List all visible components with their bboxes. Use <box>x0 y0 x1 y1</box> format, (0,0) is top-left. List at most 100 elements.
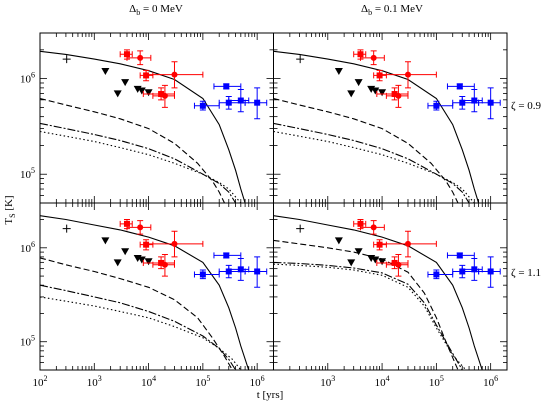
upper-limit-marker <box>378 89 387 97</box>
column-label-right-rest: = 0.1 MeV <box>372 3 423 15</box>
y-tick-label: 105 <box>20 334 35 349</box>
point-square <box>123 220 130 227</box>
cooling-curves <box>40 215 250 370</box>
point-square <box>391 259 398 266</box>
panel-frame <box>39 202 274 371</box>
point-square <box>199 102 206 109</box>
blue-data-point <box>213 252 242 259</box>
observations <box>296 219 501 288</box>
x-tick-label: 104 <box>375 374 390 389</box>
blue-data-point <box>478 87 501 120</box>
row-label-top: ζ = 0.9 <box>511 100 542 112</box>
column-label-right: Δb = 0.1 MeV <box>361 3 423 17</box>
observations <box>62 49 268 120</box>
curve-dotted <box>40 296 242 370</box>
blue-data-point <box>427 269 454 280</box>
point-circle <box>370 224 377 231</box>
curve-dashed <box>273 239 459 370</box>
point-circle <box>404 240 411 247</box>
x-tick-label: 103 <box>87 374 102 389</box>
red-data-point <box>385 253 409 277</box>
point-square <box>357 51 364 58</box>
upper-limit-marker <box>137 87 146 95</box>
upper-limit-marker <box>371 87 380 95</box>
point-square <box>487 99 494 106</box>
blue-data-point <box>244 256 268 288</box>
y-axis-label: TS [K] <box>3 195 17 224</box>
curve-dashed <box>273 97 459 203</box>
upper-limit-marker <box>113 90 122 98</box>
curve-solid <box>273 50 480 203</box>
panel-top-right <box>273 32 508 204</box>
upper-limit-marker <box>144 258 153 266</box>
curve-solid <box>40 215 250 370</box>
panel-frame <box>39 32 274 204</box>
curve-dotdash <box>40 284 237 370</box>
upper-limit-marker <box>137 256 146 264</box>
error-bars <box>427 100 454 111</box>
panel-bottom-right: 103 104 105 106 <box>273 202 508 389</box>
red-data-point <box>353 219 367 230</box>
upper-limit-marker <box>334 68 343 76</box>
red-data-point <box>385 84 409 108</box>
point-square <box>199 271 206 278</box>
blue-data-point <box>193 269 220 280</box>
point-square <box>123 51 130 58</box>
blue-data-point <box>446 83 475 90</box>
cooling-curves <box>273 215 483 370</box>
curve-dotted <box>273 130 475 203</box>
point-circle <box>137 224 144 231</box>
point-circle <box>171 71 178 78</box>
red-data-point <box>152 84 175 108</box>
blue-data-point <box>478 256 501 288</box>
point-square <box>223 252 230 259</box>
red-data-point <box>119 49 133 60</box>
blue-data-point <box>244 87 268 120</box>
curve-dashed <box>40 97 225 203</box>
x-tick-label: 102 <box>33 374 48 389</box>
upper-limit-marker <box>101 68 110 76</box>
blue-data-point <box>461 257 483 281</box>
blue-data-point <box>213 83 242 90</box>
column-label-left-main: Δ <box>129 3 136 15</box>
point-circle <box>395 261 402 268</box>
blue-data-point <box>446 252 475 259</box>
row-label-top-rest: = 0.9 <box>516 100 542 112</box>
point-square <box>357 220 364 227</box>
observations <box>62 219 268 288</box>
panel-top-left: 105 106 <box>20 32 274 204</box>
point-square <box>391 91 398 98</box>
point-square <box>487 268 494 275</box>
upper-limit-marker <box>121 248 130 256</box>
upper-limit-marker <box>347 259 356 267</box>
plus-marker <box>62 224 71 233</box>
point-circle <box>171 240 178 247</box>
row-label-bottom: ζ = 1.1 <box>511 267 541 279</box>
point-square <box>158 91 165 98</box>
error-bars <box>193 100 220 111</box>
point-square <box>254 99 261 106</box>
point-circle <box>404 71 411 78</box>
upper-limit-marker <box>121 79 130 87</box>
red-data-point <box>126 220 152 235</box>
upper-limit-marker <box>334 237 343 245</box>
curve-solid <box>40 50 246 203</box>
error-bars <box>193 269 220 280</box>
y-axis-label-main: T <box>3 218 15 225</box>
x-tick-label: 104 <box>141 374 156 389</box>
cooling-curves <box>273 50 480 203</box>
red-data-point <box>359 220 385 235</box>
curve-solid <box>273 215 483 370</box>
red-data-point <box>145 230 204 258</box>
cooling-curves <box>40 50 246 203</box>
point-square <box>237 97 244 104</box>
column-label-left-sub: b <box>136 8 140 17</box>
x-tick-label: 105 <box>195 374 210 389</box>
y-axis-label-unit: [K] <box>3 195 15 213</box>
curve-dotted <box>40 130 242 203</box>
upper-limit-marker <box>144 89 153 97</box>
panel-bottom-left: 105 106 102 103 104 105 106 <box>20 202 274 389</box>
plus-marker <box>296 224 305 233</box>
y-tick-label: 106 <box>20 240 35 255</box>
